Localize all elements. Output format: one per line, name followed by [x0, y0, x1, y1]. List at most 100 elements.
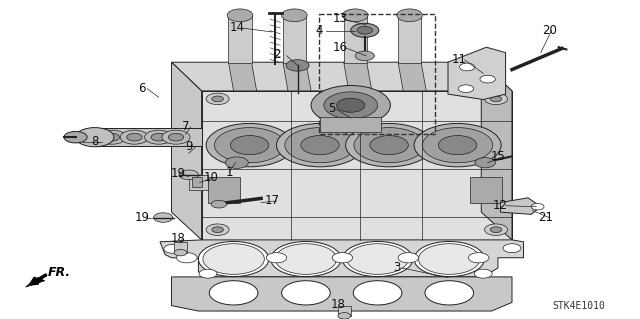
Circle shape [266, 253, 287, 263]
Text: 18: 18 [330, 298, 346, 311]
Circle shape [179, 170, 198, 180]
Circle shape [474, 269, 492, 278]
Text: 18: 18 [170, 232, 186, 245]
Bar [344, 16, 367, 63]
Circle shape [64, 131, 87, 143]
Circle shape [120, 130, 148, 144]
Circle shape [104, 133, 120, 141]
Bar [174, 242, 187, 253]
Circle shape [490, 96, 502, 102]
Text: 11: 11 [452, 53, 467, 65]
Circle shape [337, 98, 365, 112]
Circle shape [209, 281, 258, 305]
Circle shape [198, 241, 269, 277]
Text: 3: 3 [393, 262, 401, 274]
Circle shape [484, 224, 508, 235]
Bar [189, 175, 208, 190]
Circle shape [162, 130, 190, 144]
Polygon shape [228, 62, 257, 91]
Circle shape [397, 9, 422, 22]
Circle shape [332, 253, 353, 263]
Circle shape [531, 204, 544, 210]
Polygon shape [172, 62, 512, 91]
Circle shape [414, 123, 501, 167]
Bar [192, 177, 202, 187]
Circle shape [285, 128, 355, 163]
Text: 20: 20 [541, 24, 557, 37]
Polygon shape [481, 62, 512, 240]
Circle shape [347, 244, 408, 274]
Text: 6: 6 [138, 82, 146, 95]
Circle shape [282, 9, 307, 22]
Polygon shape [95, 128, 202, 146]
Circle shape [484, 93, 508, 105]
Circle shape [354, 128, 424, 163]
Circle shape [271, 241, 341, 277]
Circle shape [370, 136, 408, 155]
Circle shape [301, 136, 339, 155]
Text: 2: 2 [273, 48, 280, 61]
Polygon shape [500, 198, 541, 214]
Text: 13: 13 [333, 12, 348, 25]
Text: 17: 17 [264, 194, 280, 207]
Polygon shape [160, 240, 524, 277]
Text: 10: 10 [204, 171, 219, 183]
Circle shape [225, 157, 248, 168]
Circle shape [276, 123, 364, 167]
Text: 19: 19 [134, 211, 150, 224]
Text: 15: 15 [490, 151, 506, 163]
Circle shape [438, 136, 477, 155]
Text: 7: 7 [182, 121, 189, 133]
Circle shape [212, 96, 223, 102]
Polygon shape [26, 278, 45, 287]
Circle shape [475, 158, 495, 168]
Text: STK4E1010: STK4E1010 [553, 300, 605, 311]
Text: 21: 21 [538, 211, 553, 224]
Circle shape [206, 224, 229, 235]
Circle shape [419, 244, 480, 274]
Bar [319, 14, 435, 134]
Polygon shape [344, 62, 372, 91]
Circle shape [324, 92, 378, 119]
Circle shape [177, 253, 197, 263]
Circle shape [351, 23, 379, 37]
Polygon shape [172, 277, 512, 311]
Circle shape [414, 241, 484, 277]
Circle shape [346, 123, 433, 167]
Bar [228, 16, 252, 63]
Text: FR.: FR. [48, 266, 71, 279]
Bar [208, 177, 240, 203]
Circle shape [342, 9, 368, 22]
Circle shape [151, 133, 166, 141]
Text: 4: 4 [315, 24, 323, 37]
Text: 9: 9 [185, 140, 193, 153]
Text: 12: 12 [493, 199, 508, 212]
Circle shape [127, 133, 142, 141]
Text: 14: 14 [229, 21, 244, 33]
Circle shape [212, 227, 223, 233]
Circle shape [286, 60, 309, 71]
Circle shape [206, 123, 293, 167]
Circle shape [203, 244, 264, 274]
Bar [338, 306, 351, 316]
Circle shape [282, 281, 330, 305]
Circle shape [311, 85, 390, 125]
Circle shape [154, 213, 173, 222]
Text: 16: 16 [333, 41, 348, 54]
Circle shape [357, 26, 372, 34]
Circle shape [458, 85, 474, 93]
Circle shape [164, 244, 182, 253]
Circle shape [503, 244, 521, 253]
Circle shape [214, 128, 285, 163]
Circle shape [174, 249, 187, 256]
Circle shape [98, 130, 126, 144]
Circle shape [355, 51, 374, 61]
Circle shape [230, 136, 269, 155]
Text: 8: 8 [91, 136, 99, 148]
Polygon shape [283, 62, 311, 91]
Circle shape [460, 63, 475, 71]
Circle shape [199, 269, 217, 278]
Text: 1: 1 [225, 166, 233, 179]
Polygon shape [398, 62, 426, 91]
Polygon shape [202, 91, 512, 240]
